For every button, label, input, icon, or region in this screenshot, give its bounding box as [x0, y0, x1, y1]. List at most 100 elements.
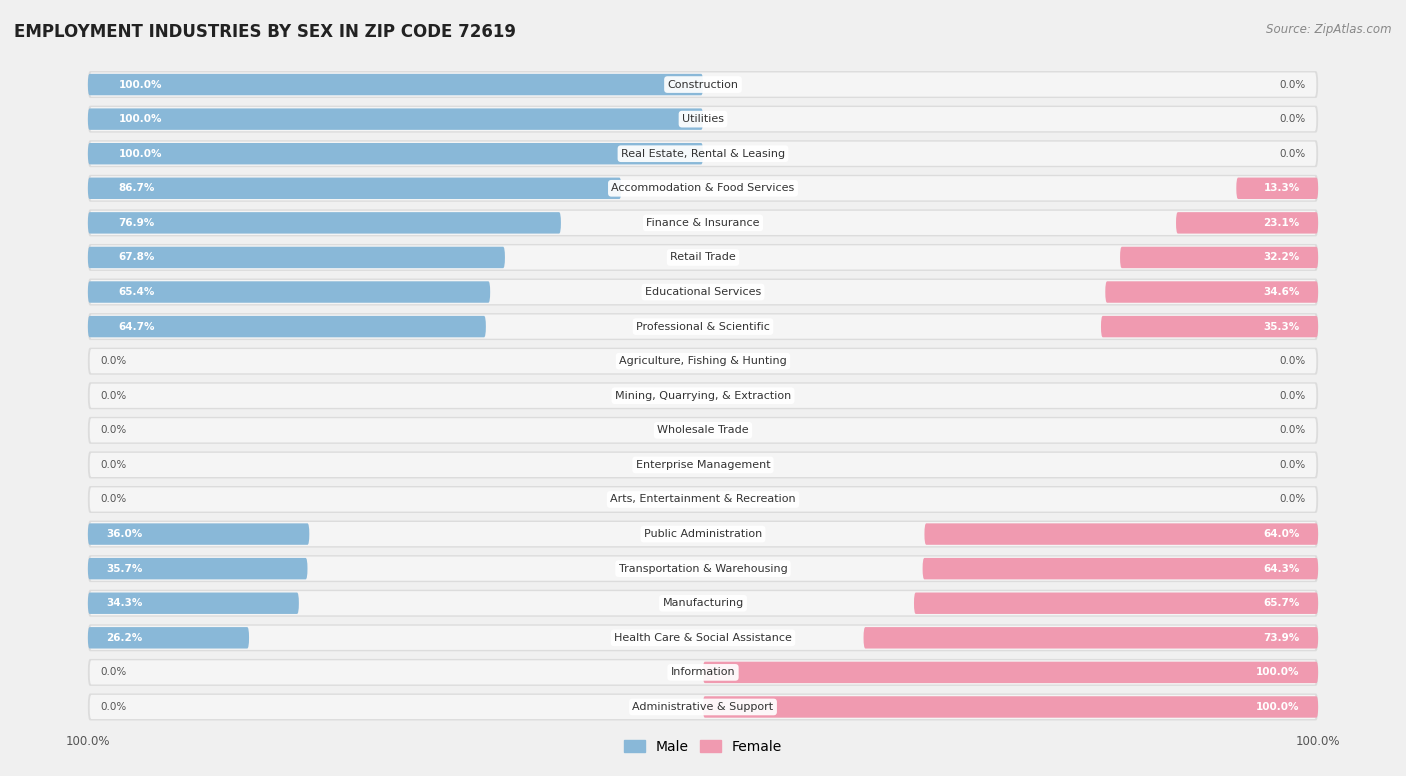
Text: 0.0%: 0.0%: [1279, 391, 1306, 400]
Text: 0.0%: 0.0%: [1279, 425, 1306, 435]
Text: Arts, Entertainment & Recreation: Arts, Entertainment & Recreation: [610, 494, 796, 504]
Text: Retail Trade: Retail Trade: [671, 252, 735, 262]
Text: Educational Services: Educational Services: [645, 287, 761, 297]
Text: Finance & Insurance: Finance & Insurance: [647, 218, 759, 228]
FancyBboxPatch shape: [90, 556, 1316, 580]
FancyBboxPatch shape: [90, 141, 1316, 166]
Text: Accommodation & Food Services: Accommodation & Food Services: [612, 183, 794, 193]
Text: 0.0%: 0.0%: [100, 425, 127, 435]
Text: Real Estate, Rental & Leasing: Real Estate, Rental & Leasing: [621, 149, 785, 159]
FancyBboxPatch shape: [87, 627, 249, 649]
FancyBboxPatch shape: [703, 696, 1319, 718]
Text: 34.6%: 34.6%: [1264, 287, 1299, 297]
FancyBboxPatch shape: [914, 593, 1319, 614]
Text: 64.7%: 64.7%: [118, 321, 155, 331]
FancyBboxPatch shape: [90, 314, 1316, 338]
Text: 35.7%: 35.7%: [107, 563, 142, 573]
FancyBboxPatch shape: [87, 175, 1319, 202]
Text: 26.2%: 26.2%: [107, 632, 142, 643]
Text: 0.0%: 0.0%: [1279, 80, 1306, 89]
Text: 76.9%: 76.9%: [118, 218, 155, 228]
Text: Construction: Construction: [668, 80, 738, 89]
FancyBboxPatch shape: [87, 523, 309, 545]
FancyBboxPatch shape: [87, 452, 1319, 478]
Text: 0.0%: 0.0%: [1279, 149, 1306, 159]
Text: 65.4%: 65.4%: [118, 287, 155, 297]
Legend: Male, Female: Male, Female: [619, 734, 787, 759]
FancyBboxPatch shape: [87, 314, 1319, 340]
FancyBboxPatch shape: [87, 590, 1319, 617]
FancyBboxPatch shape: [90, 487, 1316, 511]
Text: Source: ZipAtlas.com: Source: ZipAtlas.com: [1267, 23, 1392, 36]
FancyBboxPatch shape: [1105, 282, 1319, 303]
Text: Enterprise Management: Enterprise Management: [636, 460, 770, 470]
Text: 0.0%: 0.0%: [100, 667, 127, 677]
Text: EMPLOYMENT INDUSTRIES BY SEX IN ZIP CODE 72619: EMPLOYMENT INDUSTRIES BY SEX IN ZIP CODE…: [14, 23, 516, 41]
Text: 34.3%: 34.3%: [107, 598, 142, 608]
Text: Agriculture, Fishing & Hunting: Agriculture, Fishing & Hunting: [619, 356, 787, 366]
Text: 0.0%: 0.0%: [100, 494, 127, 504]
Text: 23.1%: 23.1%: [1264, 218, 1299, 228]
FancyBboxPatch shape: [90, 280, 1316, 304]
FancyBboxPatch shape: [87, 659, 1319, 686]
FancyBboxPatch shape: [90, 625, 1316, 650]
FancyBboxPatch shape: [87, 625, 1319, 651]
Text: 0.0%: 0.0%: [100, 391, 127, 400]
FancyBboxPatch shape: [87, 109, 703, 130]
Text: Information: Information: [671, 667, 735, 677]
Text: 100.0%: 100.0%: [118, 114, 162, 124]
FancyBboxPatch shape: [1236, 178, 1319, 199]
FancyBboxPatch shape: [703, 662, 1319, 683]
FancyBboxPatch shape: [87, 316, 486, 338]
FancyBboxPatch shape: [90, 522, 1316, 546]
FancyBboxPatch shape: [87, 558, 308, 580]
Text: Professional & Scientific: Professional & Scientific: [636, 321, 770, 331]
Text: Wholesale Trade: Wholesale Trade: [657, 425, 749, 435]
Text: 0.0%: 0.0%: [1279, 356, 1306, 366]
FancyBboxPatch shape: [87, 244, 1319, 271]
FancyBboxPatch shape: [87, 282, 491, 303]
FancyBboxPatch shape: [1175, 212, 1319, 234]
Text: 13.3%: 13.3%: [1264, 183, 1299, 193]
FancyBboxPatch shape: [87, 74, 703, 95]
FancyBboxPatch shape: [90, 349, 1316, 373]
Text: 35.3%: 35.3%: [1264, 321, 1299, 331]
FancyBboxPatch shape: [87, 143, 703, 165]
FancyBboxPatch shape: [87, 383, 1319, 409]
Text: 65.7%: 65.7%: [1264, 598, 1299, 608]
Text: 32.2%: 32.2%: [1264, 252, 1299, 262]
FancyBboxPatch shape: [90, 107, 1316, 131]
Text: 0.0%: 0.0%: [100, 702, 127, 712]
FancyBboxPatch shape: [87, 521, 1319, 548]
Text: 0.0%: 0.0%: [100, 460, 127, 470]
Text: Transportation & Warehousing: Transportation & Warehousing: [619, 563, 787, 573]
Text: 86.7%: 86.7%: [118, 183, 155, 193]
FancyBboxPatch shape: [87, 212, 561, 234]
FancyBboxPatch shape: [90, 176, 1316, 200]
Text: 100.0%: 100.0%: [1256, 667, 1299, 677]
Text: Administrative & Support: Administrative & Support: [633, 702, 773, 712]
FancyBboxPatch shape: [87, 593, 299, 614]
FancyBboxPatch shape: [87, 247, 505, 268]
FancyBboxPatch shape: [922, 558, 1319, 580]
Text: 73.9%: 73.9%: [1264, 632, 1299, 643]
FancyBboxPatch shape: [90, 660, 1316, 684]
FancyBboxPatch shape: [87, 417, 1319, 444]
FancyBboxPatch shape: [90, 453, 1316, 477]
FancyBboxPatch shape: [87, 140, 1319, 167]
Text: 100.0%: 100.0%: [1256, 702, 1299, 712]
FancyBboxPatch shape: [90, 245, 1316, 269]
Text: 67.8%: 67.8%: [118, 252, 155, 262]
FancyBboxPatch shape: [90, 695, 1316, 719]
FancyBboxPatch shape: [87, 279, 1319, 306]
Text: 0.0%: 0.0%: [1279, 494, 1306, 504]
FancyBboxPatch shape: [90, 418, 1316, 442]
Text: Manufacturing: Manufacturing: [662, 598, 744, 608]
Text: 0.0%: 0.0%: [100, 356, 127, 366]
Text: Mining, Quarrying, & Extraction: Mining, Quarrying, & Extraction: [614, 391, 792, 400]
Text: Health Care & Social Assistance: Health Care & Social Assistance: [614, 632, 792, 643]
FancyBboxPatch shape: [87, 486, 1319, 513]
Text: 0.0%: 0.0%: [1279, 114, 1306, 124]
FancyBboxPatch shape: [90, 72, 1316, 97]
FancyBboxPatch shape: [863, 627, 1319, 649]
